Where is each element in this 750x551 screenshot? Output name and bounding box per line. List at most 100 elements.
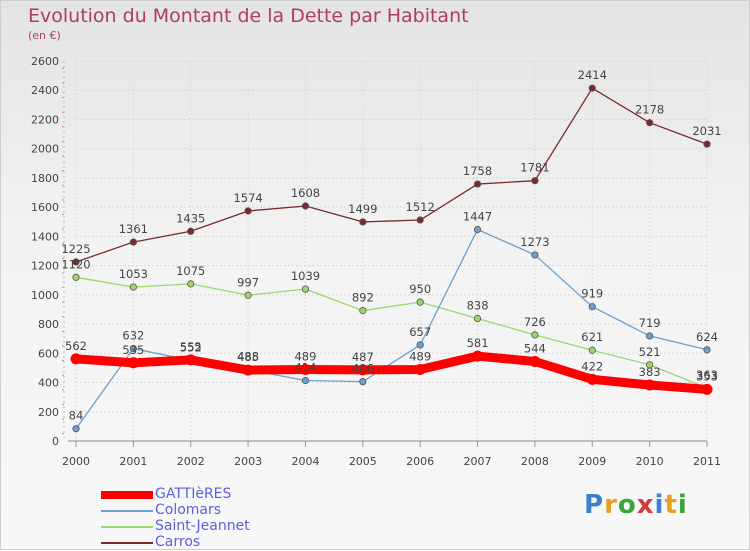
data-label: 1499 (348, 202, 377, 216)
data-point (242, 364, 254, 376)
x-tick-label: 2003 (234, 455, 262, 468)
x-tick-label: 2010 (636, 455, 664, 468)
data-point (701, 383, 713, 395)
legend-swatch (101, 526, 153, 528)
data-label: 544 (524, 341, 546, 355)
data-point (646, 119, 654, 127)
data-point (359, 218, 367, 226)
data-label: 1120 (61, 257, 90, 271)
data-point (301, 285, 310, 293)
y-tick-label: 1000 (31, 289, 59, 302)
data-label: 2414 (578, 68, 607, 82)
data-point (588, 303, 596, 311)
data-label: 1574 (233, 191, 262, 205)
data-point (531, 251, 539, 259)
x-tick-label: 2007 (464, 455, 492, 468)
data-label: 489 (409, 350, 431, 364)
legend-item: Carros (101, 534, 381, 551)
data-label: 487 (352, 350, 374, 364)
data-label: 363 (696, 368, 718, 382)
data-label: 555 (180, 340, 202, 354)
legend-swatch (101, 510, 153, 512)
x-tick-label: 2009 (578, 455, 606, 468)
data-label: 489 (294, 350, 316, 364)
data-label: 488 (237, 350, 259, 364)
legend-label: Colomars (155, 502, 222, 518)
data-point (531, 331, 539, 339)
data-label: 353 (696, 369, 718, 383)
data-point (588, 84, 596, 92)
data-point (72, 425, 80, 433)
data-point (416, 298, 424, 306)
data-point (473, 180, 482, 188)
series-line-3 (75, 87, 708, 263)
data-label: 383 (639, 365, 661, 379)
data-label: 406 (352, 362, 374, 376)
data-point (473, 314, 482, 323)
data-point (244, 291, 252, 299)
y-tick-label: 400 (38, 377, 59, 390)
data-label: 2178 (635, 103, 664, 117)
data-point (187, 227, 195, 235)
data-label: 2031 (692, 124, 721, 138)
x-tick-label: 2011 (693, 455, 721, 468)
y-tick-label: 2600 (31, 55, 59, 68)
data-point (127, 357, 139, 369)
data-label: 919 (581, 287, 603, 301)
y-tick-label: 2400 (31, 84, 59, 97)
legend-item: Colomars (101, 502, 381, 519)
data-point (646, 361, 654, 369)
data-label: 1075 (176, 264, 205, 278)
y-tick-label: 2200 (31, 113, 59, 126)
logo-letter: r (604, 490, 618, 520)
chart-unit: (en €) (28, 29, 61, 42)
data-point (359, 378, 367, 386)
chart-legend: GATTIèRES Colomars Saint-Jeannet Carros (101, 486, 381, 551)
data-point (187, 280, 195, 288)
data-label: 1758 (463, 164, 492, 178)
legend-label: GATTIèRES (155, 486, 232, 502)
data-label: 726 (524, 315, 546, 329)
y-tick-label: 200 (38, 406, 59, 419)
data-label: 1273 (520, 235, 549, 249)
series-line-2 (75, 276, 708, 389)
series-line-1 (75, 228, 708, 430)
data-point (357, 364, 369, 376)
data-point (586, 373, 598, 385)
x-tick-label: 2004 (291, 455, 319, 468)
data-point (414, 364, 426, 376)
data-point (301, 376, 310, 385)
data-point (301, 202, 310, 210)
data-point (70, 353, 82, 365)
data-label: 1435 (176, 211, 205, 225)
legend-label: Saint-Jeannet (155, 518, 250, 534)
data-label: 1512 (406, 200, 435, 214)
data-label: 552 (180, 340, 202, 354)
data-label: 1225 (61, 242, 90, 256)
data-label: 838 (467, 299, 489, 313)
x-tick-label: 2000 (62, 455, 90, 468)
data-label: 521 (639, 345, 661, 359)
proxiti-logo: Proxiti (584, 490, 688, 520)
data-point (359, 307, 367, 315)
data-label: 997 (237, 275, 259, 289)
data-label: 485 (237, 350, 259, 364)
x-tick-label: 2005 (349, 455, 377, 468)
data-label: 422 (581, 359, 603, 373)
data-point (644, 379, 656, 391)
data-point (185, 354, 197, 366)
y-tick-label: 600 (38, 347, 59, 360)
logo-letter: o (617, 490, 637, 520)
data-point (416, 216, 424, 224)
data-point (531, 177, 539, 185)
legend-swatch (101, 542, 153, 544)
data-point (703, 346, 711, 354)
data-label: 1447 (463, 210, 492, 224)
data-label: 1608 (291, 186, 320, 200)
logo-letter: i (654, 490, 665, 520)
data-label: 657 (409, 325, 431, 339)
legend-swatch (101, 491, 153, 499)
data-point (416, 341, 424, 349)
data-label: 624 (696, 330, 718, 344)
